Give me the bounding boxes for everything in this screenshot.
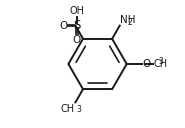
Text: 3: 3 bbox=[77, 105, 82, 114]
Text: OH: OH bbox=[69, 6, 84, 16]
Text: NH: NH bbox=[120, 15, 136, 25]
Text: CH: CH bbox=[60, 104, 74, 114]
Text: O: O bbox=[142, 59, 151, 69]
Text: 2: 2 bbox=[127, 18, 132, 26]
Text: O: O bbox=[73, 35, 81, 45]
Text: CH: CH bbox=[153, 59, 167, 69]
Text: O: O bbox=[59, 21, 67, 31]
Text: S: S bbox=[73, 19, 80, 32]
Text: 3: 3 bbox=[158, 57, 163, 66]
